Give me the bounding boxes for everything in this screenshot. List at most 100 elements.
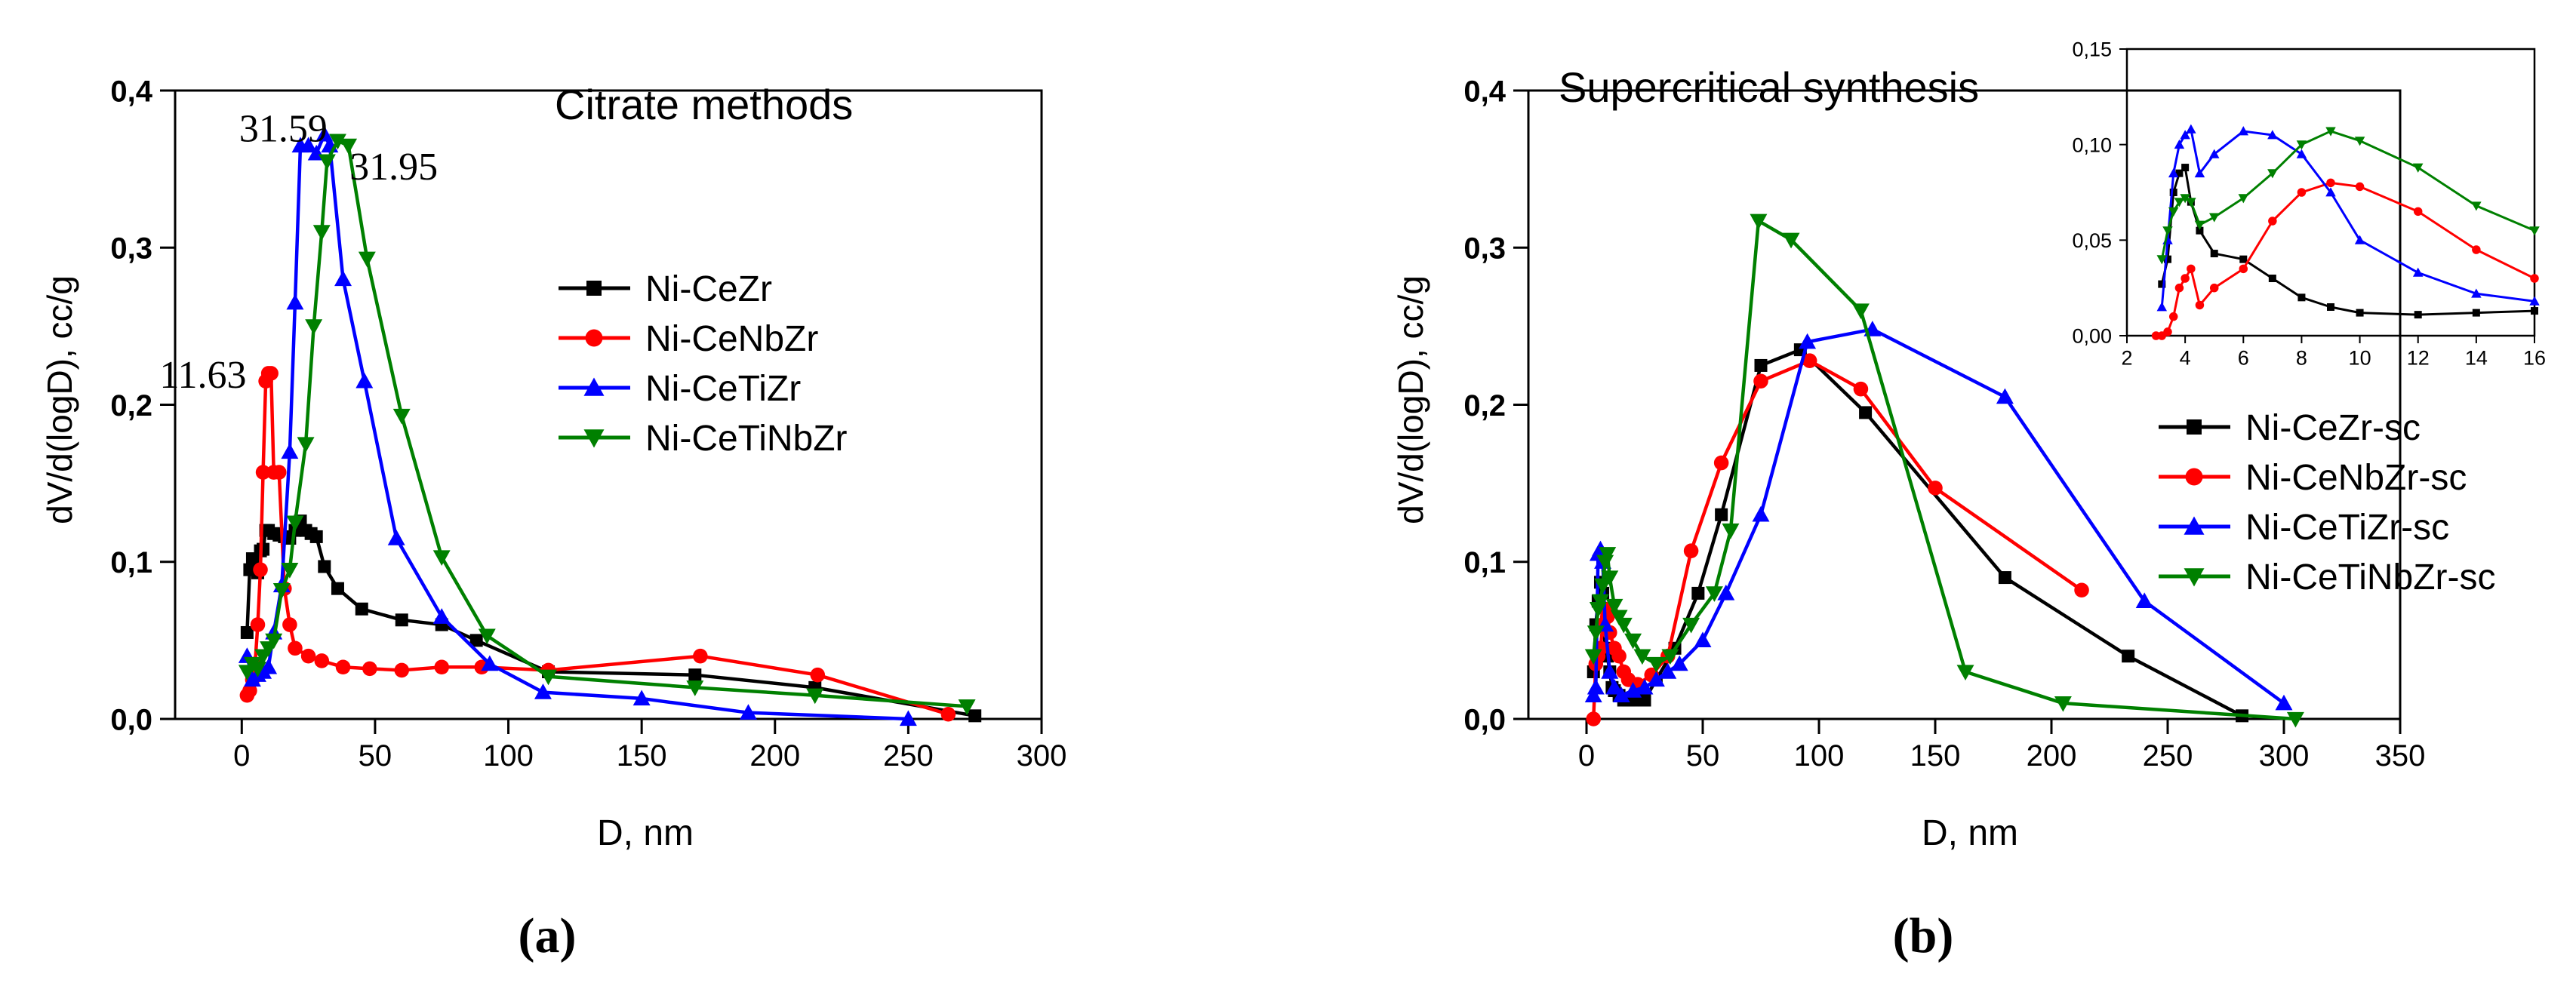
chart-a-data-point (688, 668, 702, 682)
inset-data-point (2471, 288, 2482, 298)
chart-a-x-tick-label: 200 (749, 739, 800, 773)
chart-b-data-point (1587, 625, 1605, 641)
chart-b-data-point (1753, 373, 1768, 389)
chart-a-series-3 (238, 134, 976, 715)
chart-b-data-point (2275, 694, 2293, 711)
chart-a-data-point (469, 634, 483, 647)
chart-a-legend-item: Ni-CeTiNbZr (559, 419, 848, 459)
chart-b-data-point (1799, 333, 1817, 349)
chart-a-y-tick-label: 0,2 (110, 389, 152, 422)
chart-b-y-tick-label: 0,1 (1463, 546, 1506, 579)
inset-x-tick-label: 8 (2296, 346, 2307, 369)
inset-data-point (2354, 235, 2365, 244)
chart-a-data-point (305, 319, 323, 335)
inset-data-point (2239, 264, 2248, 274)
chart-b-data-point (1647, 656, 1665, 673)
inset-data-point (2156, 302, 2168, 312)
chart-b-legend-item: Ni-CeZr-sc (2159, 408, 2421, 448)
chart-a-data-point (282, 617, 297, 632)
chart-a-data-point (632, 690, 651, 706)
chart-b-xlabel: D, nm (1922, 813, 2018, 853)
inset-data-point (2175, 169, 2184, 177)
chart-b-data-point (1998, 571, 2011, 585)
chart-b-x-tick-label: 250 (2143, 739, 2193, 773)
chart-a-data-point (540, 669, 557, 686)
chart-b-legend-marker (2185, 468, 2203, 486)
chart-a-series-1 (239, 366, 956, 722)
chart-b-legend-marker (2187, 419, 2202, 435)
chart-a-data-point (434, 659, 450, 675)
chart-a-data-point (249, 662, 266, 677)
inset-data-point (2413, 207, 2423, 217)
chart-a-data-point (309, 530, 323, 543)
chart-b-data-point (1750, 213, 1768, 230)
inset-data-point (2326, 178, 2335, 188)
chart-a-data-point (387, 530, 405, 545)
chart-a-legend-marker (583, 429, 605, 448)
chart-a-legend-label: Ni-CeZr (645, 269, 772, 309)
chart-b-data-point (1713, 455, 1729, 471)
chart-a-data-point (481, 655, 499, 671)
chart-a-data-point (271, 465, 287, 480)
chart-b-legend-marker (2184, 568, 2205, 587)
chart-b-x-tick-label: 100 (1794, 739, 1845, 773)
inset-data-point (2194, 220, 2205, 230)
chart-a-data-point (272, 583, 291, 599)
chart-a-data-point (810, 667, 826, 683)
chart-a-data-point (432, 608, 451, 624)
inset-series-line (2160, 166, 2535, 316)
inset-data-point (2209, 283, 2219, 293)
chart-b-data-point (1694, 631, 1712, 648)
chart-b-series-line (1591, 348, 2243, 717)
chart-a-legend-label: Ni-CeTiNbZr (645, 419, 848, 459)
chart-a-legend-item: Ni-CeTiZr (559, 369, 801, 409)
chart-a-data-point (314, 653, 330, 668)
inset-data-point (2168, 167, 2179, 178)
chart-a-data-point (806, 688, 824, 705)
chart-b-x-tick-label: 200 (2027, 739, 2077, 773)
chart-b-x-tick-label: 0 (1578, 739, 1595, 773)
inset-series-0 (2158, 164, 2538, 319)
chart-b-y-tick-label: 0,2 (1463, 389, 1506, 422)
inset-data-point (2186, 198, 2196, 207)
chart-a-data-point (242, 683, 257, 699)
chart-a-series-line (245, 139, 968, 708)
inset-x-tick-label: 10 (2349, 346, 2371, 369)
chart-a-data-point (355, 372, 374, 389)
chart-b-data-point (2122, 650, 2135, 663)
chart-b-legend-item: Ni-CeTiZr-sc (2159, 508, 2449, 548)
chart-a-data-point (394, 662, 410, 678)
chart-a-data-point (395, 613, 408, 627)
chart-b-data-point (1605, 598, 1623, 615)
chart-b-data-point (1752, 505, 1770, 522)
inset-data-point (2472, 245, 2481, 254)
inset-data-point (2174, 283, 2184, 293)
chart-b-data-point (1605, 678, 1623, 695)
inset-data-point (2296, 149, 2307, 158)
chart-a-data-point (340, 138, 358, 155)
chart-b-data-point (1683, 543, 1699, 558)
chart-b-legend-marker (2184, 516, 2205, 535)
inset-series-line (2160, 130, 2535, 260)
chart-b-data-point (1661, 649, 1679, 665)
chart-a-ylabel: dV/d(logD), cc/g (40, 275, 79, 524)
chart-a-data-point (255, 465, 271, 480)
chart-b-legend-label: Ni-CeNbZr-sc (2245, 458, 2467, 498)
chart-b-legend-item: Ni-CeTiNbZr-sc (2159, 558, 2496, 597)
chart-b-data-point (1996, 388, 2014, 404)
chart-a: 0 50 100 150 200 250 300 0,0 0,1 0,2 0,3 0,4 Citrat… (40, 75, 1066, 963)
chart-b-data-point (1682, 617, 1700, 634)
inset-data-point (2297, 188, 2307, 197)
chart-b-data-point (1717, 584, 1735, 601)
chart-b-data-point (1636, 678, 1654, 695)
chart-b-data-point (1691, 586, 1705, 600)
chart-b-data-point (1633, 649, 1651, 665)
inset-data-point (2325, 187, 2336, 197)
chart-b-data-point (1715, 508, 1728, 521)
inset-y-tick-label: 0,00 (2072, 325, 2112, 348)
chart-a-data-point (534, 683, 552, 699)
chart-a-data-point (739, 704, 757, 720)
chart-a-x-tick-label: 250 (883, 739, 934, 773)
chart-b-data-point (1611, 648, 1627, 664)
